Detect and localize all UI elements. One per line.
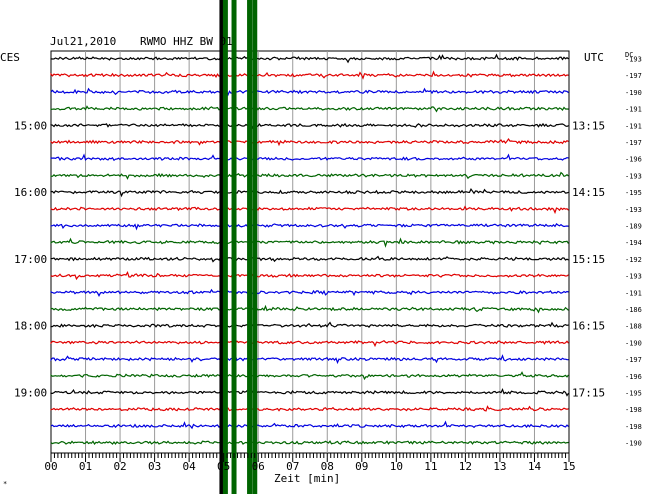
trace-line (50, 288, 569, 298)
trace-line (50, 354, 569, 365)
dc-offset-label: -195 (625, 390, 642, 398)
trace-line (50, 105, 569, 113)
dc-offset-label: -190 (625, 440, 642, 448)
x-tick-label: 00 (44, 460, 57, 473)
left-time-label: 15:00 (14, 119, 47, 132)
dc-offset-label: -191 (625, 122, 642, 130)
x-tick-label: 13 (493, 460, 506, 473)
dc-offset-label: -191 (625, 289, 642, 297)
x-axis: 00 01 02 03 04 05 06 07 08 09 10 11 12 13 14 15 (44, 453, 576, 473)
right-time-label: 16:15 (572, 320, 605, 333)
trace-line (50, 404, 569, 412)
dc-offset-label: -197 (625, 139, 642, 147)
x-tick-label: 07 (286, 460, 299, 473)
trace-line (50, 371, 569, 381)
trace-line (50, 87, 569, 97)
dc-offset-label: -197 (625, 356, 642, 364)
x-tick-label: 05 (217, 460, 230, 473)
trace-line (50, 237, 569, 248)
dc-offset-label: -194 (625, 239, 642, 247)
event-band (222, 0, 228, 494)
left-zone-label: CES (0, 51, 20, 64)
x-axis-label: Zeit [min] (274, 472, 340, 485)
trace-line (50, 420, 569, 430)
trace-line (50, 70, 569, 80)
right-zone-label: UTC (584, 51, 604, 64)
left-time-labels: 15:00 16:00 17:00 18:00 19:00 (14, 119, 47, 399)
dc-offset-label: -186 (625, 306, 642, 314)
trace-line (50, 270, 569, 281)
seismic-traces (50, 53, 570, 446)
left-time-label: 17:00 (14, 253, 47, 266)
dc-offset-labels: -193 -197 -190 -191 -191 -197 -196 -193 -195 -193… (625, 56, 642, 448)
dc-offset-label: -198 (625, 423, 642, 431)
x-tick-label: 06 (252, 460, 265, 473)
event-band (219, 0, 225, 494)
dc-offset-label: -190 (625, 89, 642, 97)
x-tick-label: 08 (321, 460, 334, 473)
trace-line (50, 122, 569, 130)
right-time-label: 14:15 (572, 186, 605, 199)
event-band (231, 0, 237, 494)
dc-offset-label: -197 (625, 72, 642, 80)
left-time-label: 18:00 (14, 320, 47, 333)
dc-offset-label: -193 (625, 172, 642, 180)
dc-header-label: DC (625, 51, 633, 59)
dc-offset-label: -196 (625, 156, 642, 164)
trace-line (50, 304, 569, 314)
dc-offset-label: -189 (625, 223, 642, 231)
corner-mark: * (3, 480, 7, 488)
x-tick-label: 03 (148, 460, 161, 473)
right-time-label: 17:15 (572, 387, 605, 400)
x-tick-label: 14 (528, 460, 542, 473)
trace-line (50, 223, 569, 231)
right-time-label: 13:15 (572, 119, 605, 132)
x-tick-label: 15 (562, 460, 575, 473)
chart-station: RWMO HHZ BW 01 (140, 35, 233, 48)
dc-offset-label: -198 (625, 406, 642, 414)
trace-line (50, 53, 569, 64)
trace-line (50, 339, 569, 348)
trace-line (50, 188, 569, 198)
x-tick-label: 02 (113, 460, 126, 473)
right-time-labels: 13:15 14:15 15:15 16:15 17:15 (572, 119, 605, 399)
x-tick-label: 01 (79, 460, 92, 473)
dc-offset-label: -196 (625, 373, 642, 381)
event-band (247, 0, 253, 494)
event-band (252, 0, 258, 494)
dc-offset-label: -193 (625, 273, 642, 281)
x-tick-label: 12 (459, 460, 472, 473)
trace-line (50, 205, 569, 215)
trace-line (50, 387, 570, 397)
x-tick-label: 10 (390, 460, 403, 473)
trace-line (50, 137, 569, 147)
dc-offset-label: -188 (625, 323, 642, 331)
trace-line (50, 153, 569, 162)
dc-offset-label: -190 (625, 339, 642, 347)
dc-offset-label: -193 (625, 206, 642, 214)
trace-line (50, 321, 569, 329)
x-tick-label: 09 (355, 460, 368, 473)
x-tick-label: 11 (424, 460, 437, 473)
trace-line (50, 171, 569, 180)
event-bands (219, 0, 258, 494)
left-time-label: 16:00 (14, 186, 47, 199)
dc-offset-label: -193 (625, 56, 642, 64)
dc-offset-label: -191 (625, 106, 642, 114)
dc-offset-label: -192 (625, 256, 642, 264)
x-tick-label: 04 (183, 460, 197, 473)
trace-line (50, 255, 569, 263)
right-time-label: 15:15 (572, 253, 605, 266)
dc-offset-label: -195 (625, 189, 642, 197)
left-time-label: 19:00 (14, 387, 47, 400)
chart-date: Jul21,2010 (50, 35, 116, 48)
trace-line (50, 440, 569, 446)
